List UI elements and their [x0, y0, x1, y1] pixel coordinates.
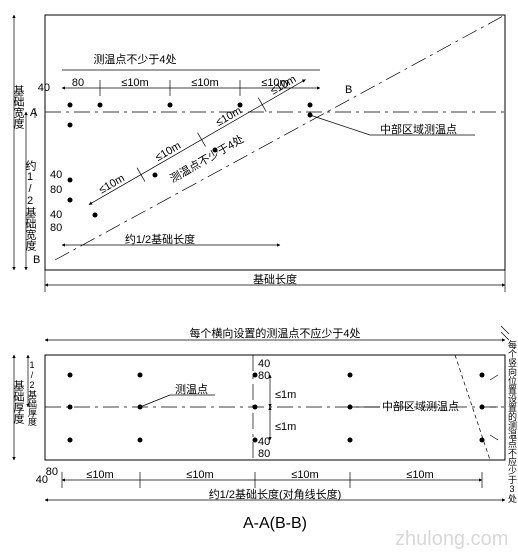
- temp-point: [68, 178, 73, 183]
- temp-point: [348, 438, 353, 443]
- figure-1: 测温点不少于4处 40 80 ≤10m ≤10m ≤10m ≤10m ≤10m …: [12, 15, 505, 292]
- top-dim-title: 测温点不少于4处: [93, 53, 176, 66]
- sec-center-label: 中部区域测温点: [382, 399, 459, 413]
- temp-point: [238, 103, 243, 108]
- temp-point: [480, 373, 485, 378]
- temp-point: [480, 438, 485, 443]
- watermark: zhulong.com: [395, 528, 508, 550]
- s10-1: ≤10m: [86, 469, 113, 481]
- callout-line: [310, 115, 370, 135]
- center-label: 中部区域测温点: [380, 122, 457, 136]
- lbl-80: 80: [72, 77, 84, 89]
- temp-point: [480, 405, 485, 410]
- diag-10-2: ≤10m: [214, 105, 244, 129]
- section-title: A-A(B-B): [243, 515, 307, 532]
- temp-point: [68, 405, 73, 410]
- temp-point: [253, 438, 258, 443]
- s10-3: ≤10m: [291, 469, 318, 481]
- temp-point: [68, 103, 73, 108]
- temp-point: [138, 405, 143, 410]
- v40t: 40: [258, 358, 270, 370]
- lbl-80-v: 80: [50, 184, 62, 196]
- temp-point: [253, 405, 258, 410]
- temp-point: [348, 405, 353, 410]
- sec-right-label: 每个竖向位置设置的测温点不应少于3处: [507, 339, 517, 504]
- dim-10-1: ≤10m: [121, 77, 148, 89]
- s10-4: ≤10m: [406, 469, 433, 481]
- temp-point: [168, 103, 173, 108]
- diag-10-1: ≤10m: [153, 140, 183, 164]
- v80t: 80: [258, 370, 270, 382]
- label-B-bot: B: [33, 254, 40, 266]
- temp-point: [308, 103, 313, 108]
- vdim1: ≤1m: [275, 389, 296, 401]
- dim-10-2: ≤10m: [191, 77, 218, 89]
- temp-point: [68, 123, 73, 128]
- label-B-top: B: [345, 84, 352, 96]
- sec-top-label: 每个横向设置的测温点不应少于4处: [189, 326, 360, 340]
- diag-10-0: ≤10m: [97, 172, 127, 196]
- half-thick-label: 1/2基础厚度: [27, 360, 37, 427]
- temp-point: [68, 373, 73, 378]
- figure-2: 每个横向设置的测温点不应少于4处 40 80 40 80 ≤1m ≤1m 测温点…: [12, 326, 517, 532]
- lbl-40: 40: [38, 82, 50, 94]
- lbl-40-b: 40: [50, 209, 62, 221]
- temp-point: [308, 113, 313, 118]
- wendian-label: 测温点: [175, 383, 208, 396]
- break1: [455, 355, 490, 460]
- sec-bottom-label: 约1/2基础长度(对角线长度): [209, 487, 342, 501]
- v80b: 80: [258, 448, 270, 460]
- s10-2: ≤10m: [186, 469, 213, 481]
- diag-title: 测温点不少于4处: [168, 133, 246, 186]
- full-len-label: 基础长度: [253, 272, 297, 286]
- vdim2: ≤1m: [275, 421, 296, 433]
- v40b: 40: [258, 436, 270, 448]
- label-A-left: A: [30, 107, 38, 119]
- section-b-line: [55, 15, 505, 260]
- temp-point: [138, 373, 143, 378]
- temp-point: [213, 148, 218, 153]
- temp-point: [253, 373, 258, 378]
- half-len-label: 约1/2基础长度: [125, 232, 195, 246]
- temp-point: [138, 438, 143, 443]
- temp-point: [68, 198, 73, 203]
- points-plan: [68, 103, 313, 218]
- temp-point: [348, 373, 353, 378]
- diag-dim: [89, 80, 306, 205]
- h80: 80: [46, 466, 58, 478]
- temp-point: [68, 438, 73, 443]
- temp-point: [98, 103, 103, 108]
- temp-point: [93, 213, 98, 218]
- lbl-40-v: 40: [50, 169, 62, 181]
- temp-point: [153, 173, 158, 178]
- lbl-80-b: 80: [50, 222, 62, 234]
